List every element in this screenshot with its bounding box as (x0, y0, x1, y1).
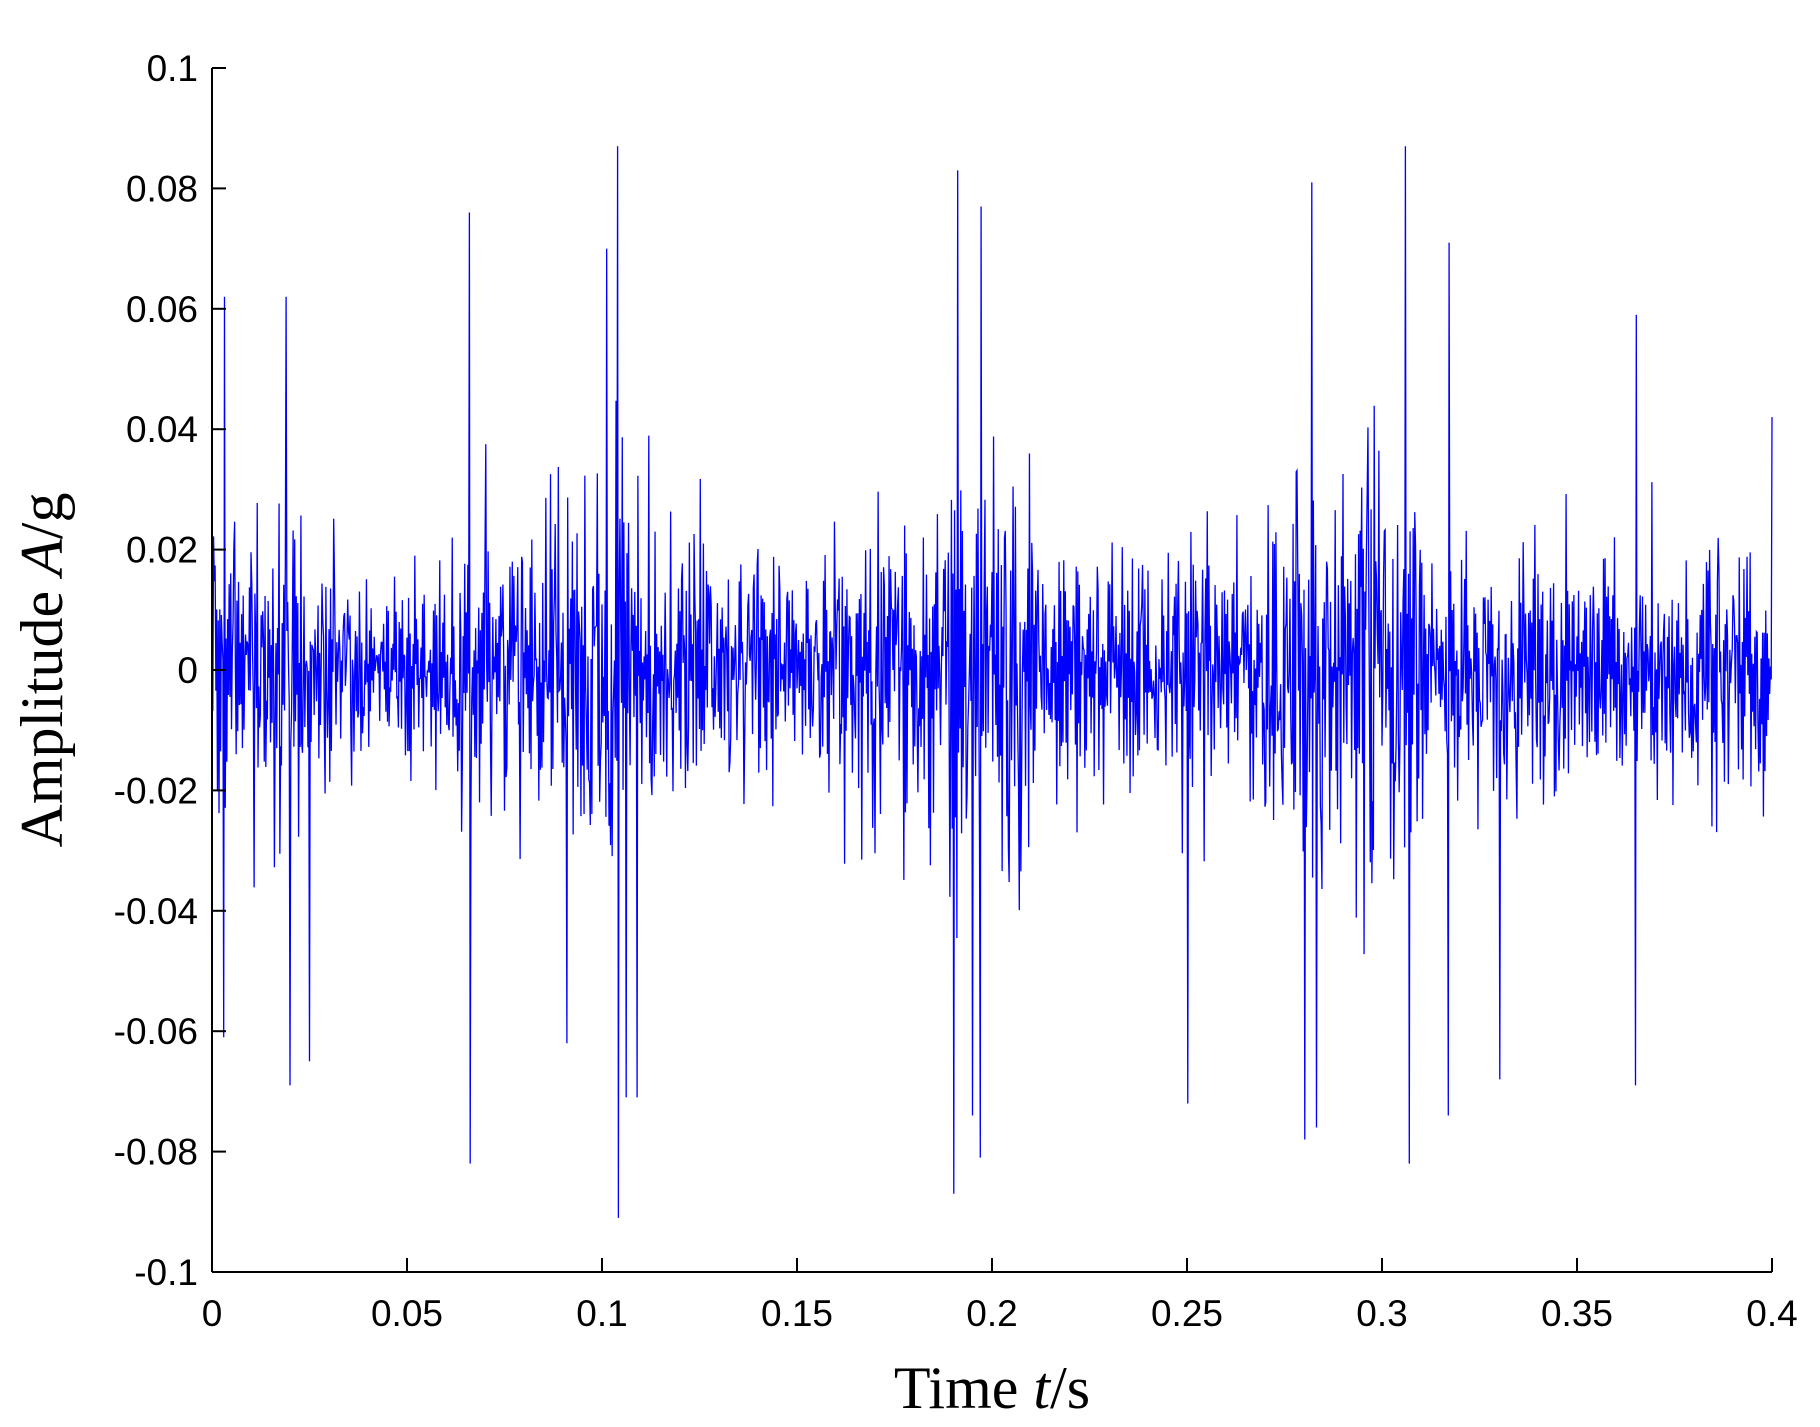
x-axis-label: Time t/s (894, 1355, 1090, 1421)
y-tick-label: 0 (177, 650, 198, 691)
y-tick-label: 0.06 (126, 289, 198, 330)
x-axis-label-variable: t (1033, 1355, 1051, 1421)
y-tick-label: 0.02 (126, 530, 198, 571)
x-axis-label-unit: /s (1050, 1355, 1090, 1421)
y-tick-label: -0.06 (114, 1011, 198, 1052)
axes: 0.1 0.08 0.06 0.04 0.02 0 -0.02 -0.04 -0.06 -0.08… (114, 48, 1798, 1334)
y-tick-label: -0.1 (134, 1252, 198, 1293)
y-tick-label: 0.1 (147, 48, 198, 89)
x-tick-label: 0.05 (371, 1293, 443, 1334)
x-tick-label: 0.35 (1541, 1293, 1613, 1334)
x-tick-label: 0.2 (966, 1293, 1017, 1334)
y-tick-label: -0.08 (114, 1132, 198, 1173)
signal-line (211, 146, 1773, 1218)
y-ticks: 0.1 0.08 0.06 0.04 0.02 0 -0.02 -0.04 -0.06 -0.08… (114, 48, 226, 1293)
y-tick-label: 0.08 (126, 168, 198, 209)
x-tick-label: 0.1 (576, 1293, 627, 1334)
y-axis-label-prefix: Amplitude (9, 576, 75, 848)
y-tick-label: -0.04 (114, 891, 198, 932)
x-tick-label: 0.4 (1746, 1293, 1797, 1334)
y-axis-label: Amplitude A/g (9, 493, 75, 848)
x-ticks: 0 0.05 0.1 0.15 0.2 0.25 0.3 0.35 0.4 (202, 1258, 1798, 1334)
x-tick-label: 0.25 (1151, 1293, 1223, 1334)
y-axis-label-variable: A (9, 539, 75, 580)
x-tick-label: 0.15 (761, 1293, 833, 1334)
x-tick-label: 0 (202, 1293, 223, 1334)
y-tick-label: -0.02 (114, 770, 198, 811)
y-tick-label: 0.04 (126, 409, 198, 450)
x-axis-label-prefix: Time (894, 1355, 1034, 1421)
x-tick-label: 0.3 (1356, 1293, 1407, 1334)
plot-area (211, 146, 1773, 1218)
y-axis-label-unit: /g (9, 493, 75, 540)
